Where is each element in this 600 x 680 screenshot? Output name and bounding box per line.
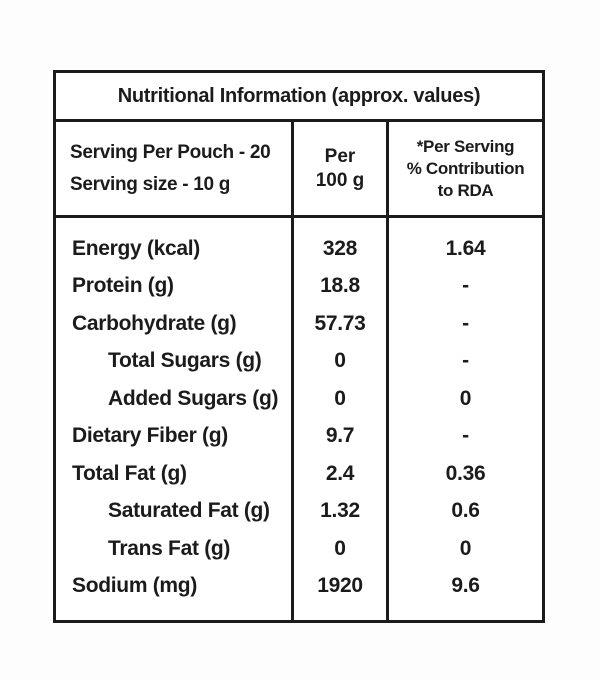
spacer-row (56, 218, 542, 230)
per-100g-value-cell: 18.8 (294, 267, 389, 305)
nutrient-row: Total Sugars (g) 0 - (56, 342, 542, 380)
nutrient-row: Carbohydrate (g) 57.73 - (56, 305, 542, 343)
per-100g-value-cell: 9.7 (294, 417, 389, 455)
table-body: Energy (kcal) 328 1.64 Protein (g) 18.8 … (56, 218, 542, 620)
table-title: Nutritional Information (approx. values) (56, 73, 542, 122)
nutrient-label-cell: Protein (g) (56, 267, 294, 305)
nutrient-label-cell: Saturated Fat (g) (56, 492, 294, 530)
rda-value-cell: 9.6 (451, 574, 480, 598)
nutrient-label-cell: Sodium (mg) (56, 567, 294, 605)
rda-value-cell: - (462, 311, 469, 335)
per-100g-line-1: Per (324, 145, 356, 167)
per-100g-value-cell: 2.4 (294, 455, 389, 493)
rda-header-line-1: *Per Serving (416, 136, 515, 156)
nutrient-label-cell: Total Fat (g) (56, 455, 294, 493)
per-100g-value-cell: 0 (294, 342, 389, 380)
nutrient-label-cell: Carbohydrate (g) (56, 305, 294, 343)
nutrient-label-cell: Dietary Fiber (g) (56, 417, 294, 455)
table-header-row: Serving Per Pouch - 20 Serving size - 10… (56, 122, 542, 218)
nutrient-label-cell: Trans Fat (g) (56, 530, 294, 568)
rda-value-cell: - (462, 274, 469, 298)
nutrient-row: Protein (g) 18.8 - (56, 267, 542, 305)
rda-value-cell: 0 (459, 386, 472, 410)
per-100g-value-cell: 0 (294, 530, 389, 568)
per-100g-value-cell: 1920 (294, 567, 389, 605)
rda-value-cell: 1.64 (445, 236, 486, 260)
rda-value-cell: - (462, 349, 469, 373)
nutrient-row: Total Fat (g) 2.4 0.36 (56, 455, 542, 493)
rda-header-line-3: to RDA (437, 180, 494, 200)
nutrition-facts-table: Nutritional Information (approx. values)… (53, 70, 545, 623)
rda-value-cell: 0.36 (445, 461, 486, 485)
nutrient-row: Added Sugars (g) 0 0 (56, 380, 542, 418)
rda-header-line-2: % Contribution (406, 158, 525, 178)
per-100g-header-cell: Per 100 g (294, 122, 389, 215)
rda-value-cell: 0 (459, 536, 472, 560)
serving-per-pouch-text: Serving Per Pouch - 20 (70, 141, 271, 163)
per-100g-line-2: 100 g (315, 169, 365, 191)
serving-size-text: Serving size - 10 g (70, 173, 231, 195)
per-100g-value-cell: 0 (294, 380, 389, 418)
per-100g-value-cell: 328 (294, 230, 389, 268)
nutrient-row: Trans Fat (g) 0 0 (56, 530, 542, 568)
per-100g-value-cell: 57.73 (294, 305, 389, 343)
rda-value-cell: - (462, 424, 469, 448)
per-100g-value-cell: 1.32 (294, 492, 389, 530)
rda-value-cell: 0.6 (451, 499, 480, 523)
table-title-text: Nutritional Information (approx. values) (117, 84, 481, 107)
nutrient-label-cell: Added Sugars (g) (56, 380, 294, 418)
rda-header-cell: *Per Serving % Contribution to RDA (389, 122, 542, 215)
nutrient-row: Energy (kcal) 328 1.64 (56, 230, 542, 268)
nutrient-row: Dietary Fiber (g) 9.7 - (56, 417, 542, 455)
nutrient-label-cell: Energy (kcal) (56, 230, 294, 268)
nutrient-row: Saturated Fat (g) 1.32 0.6 (56, 492, 542, 530)
nutrient-label-cell: Total Sugars (g) (56, 342, 294, 380)
spacer-row (56, 605, 542, 620)
nutrient-row: Sodium (mg) 1920 9.6 (56, 567, 542, 605)
serving-info-cell: Serving Per Pouch - 20 Serving size - 10… (56, 122, 294, 215)
